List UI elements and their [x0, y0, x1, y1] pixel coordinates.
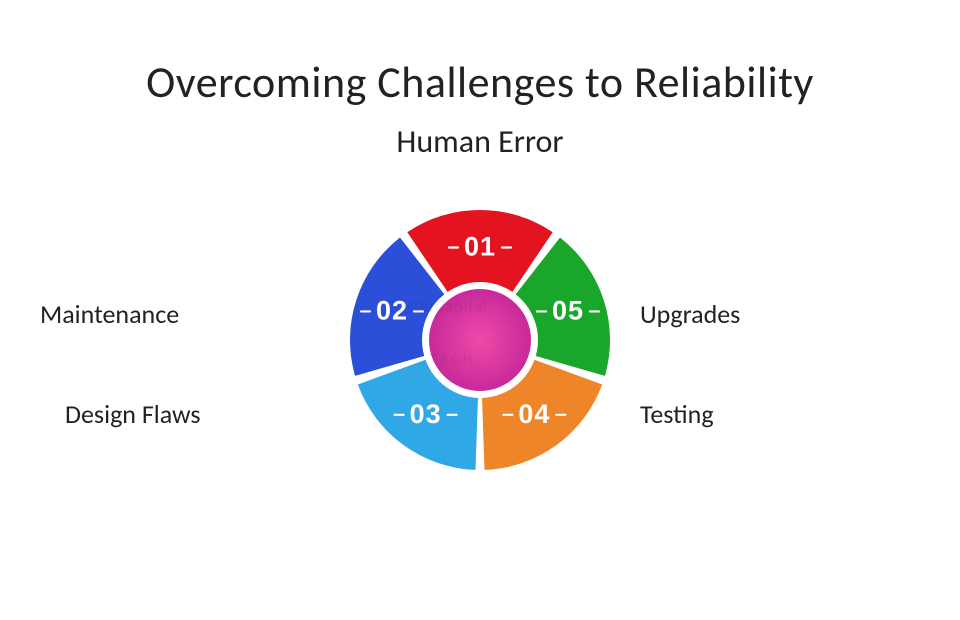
segment-number: 03: [410, 399, 442, 429]
hub-circle: [429, 289, 531, 391]
segment-label-03: Design Flaws: [65, 398, 201, 430]
segment-number: 01: [464, 232, 496, 262]
segment-label-05: Upgrades: [640, 298, 740, 330]
segment-number: 04: [518, 399, 550, 429]
segment-number: 02: [376, 296, 408, 326]
segment-label-04: Testing: [640, 398, 714, 430]
segment-label-02: Maintenance: [40, 298, 179, 330]
donut-svg: 01 05 04 03 02: [340, 200, 620, 480]
page-title: Overcoming Challenges to Reliability: [0, 55, 960, 109]
donut-chart: 01 05 04 03 02: [340, 200, 620, 480]
segment-number: 05: [552, 296, 584, 326]
page-subtitle: Human Error: [0, 122, 960, 161]
